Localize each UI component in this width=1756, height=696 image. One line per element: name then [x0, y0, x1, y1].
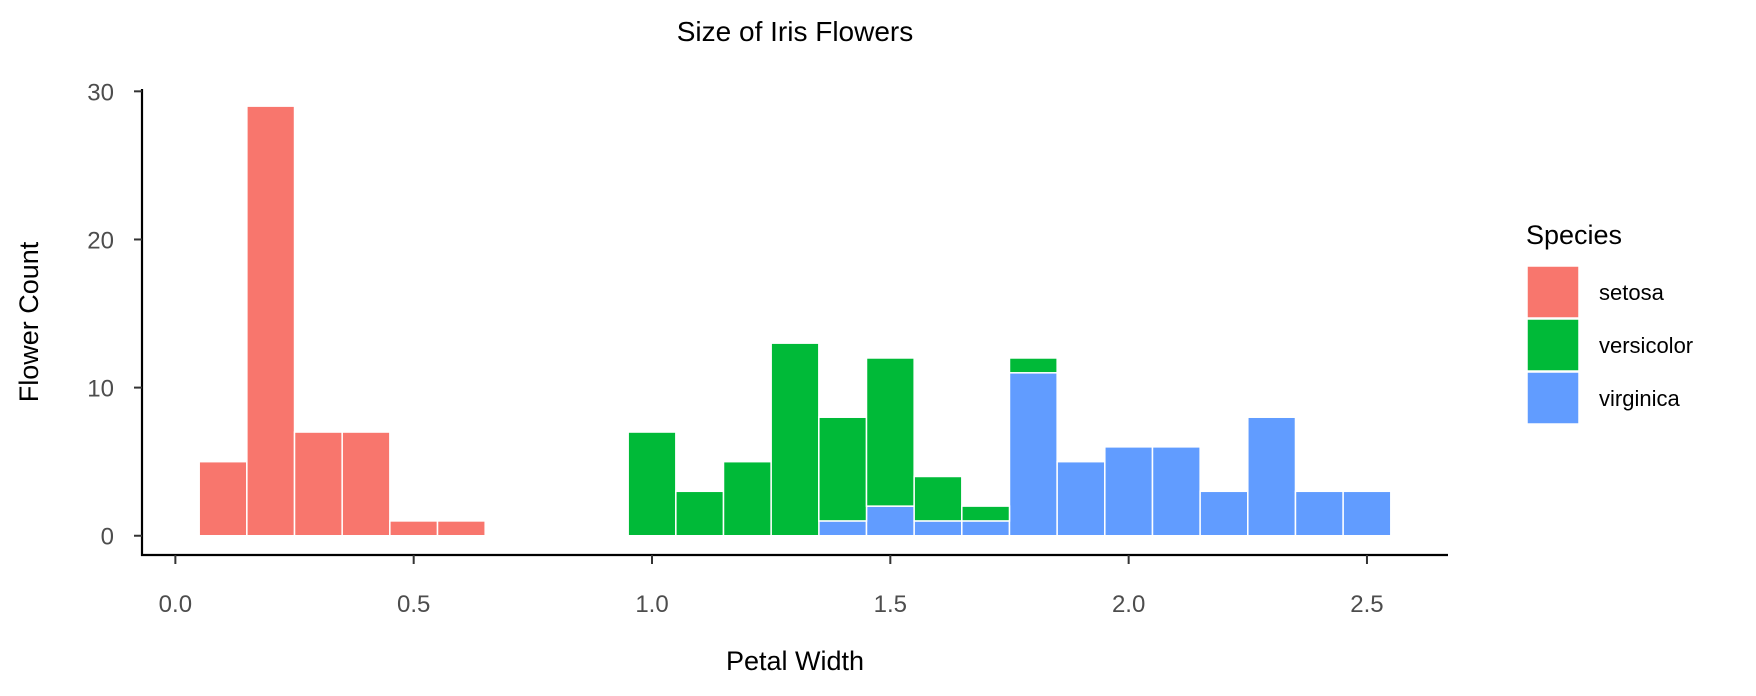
bar-versicolor-1.80 — [1008, 357, 1058, 374]
bar-setosa-0.40 — [341, 431, 391, 537]
bar-virginica-2.30 — [1247, 416, 1297, 537]
x-tick-label: 0.5 — [397, 591, 430, 618]
bar-versicolor-1.70 — [961, 505, 1011, 522]
legend-label-versicolor: versicolor — [1599, 333, 1693, 358]
bar-virginica-2.10 — [1151, 446, 1201, 537]
legend-title: Species — [1526, 220, 1622, 250]
bar-virginica-2.50 — [1342, 490, 1392, 537]
bar-virginica-1.40 — [818, 520, 868, 537]
legend-swatch-versicolor — [1526, 318, 1580, 372]
legend-label-virginica: virginica — [1599, 386, 1680, 411]
bar-setosa-0.20 — [246, 105, 296, 537]
y-tick-label: 10 — [87, 376, 114, 403]
bar-virginica-1.90 — [1056, 460, 1106, 537]
bar-versicolor-1.20 — [722, 460, 772, 537]
bar-virginica-1.70 — [961, 520, 1011, 537]
bar-setosa-0.50 — [389, 520, 439, 537]
bar-virginica-1.80 — [1008, 372, 1058, 537]
legend-swatch-setosa — [1526, 265, 1580, 319]
x-tick-label: 2.0 — [1112, 591, 1145, 618]
bar-virginica-2.40 — [1294, 490, 1344, 537]
bar-versicolor-1.50 — [865, 357, 915, 507]
y-axis-title: Flower Count — [14, 241, 44, 402]
x-tick-label: 1.5 — [874, 591, 907, 618]
bar-versicolor-1.00 — [627, 431, 677, 537]
legend-swatch-virginica — [1526, 371, 1580, 425]
chart-title: Size of Iris Flowers — [677, 16, 914, 47]
bar-virginica-2.20 — [1199, 490, 1249, 537]
y-tick-label: 0 — [101, 524, 114, 551]
bar-versicolor-1.60 — [913, 475, 963, 522]
x-tick-label: 0.0 — [159, 591, 192, 618]
bar-virginica-2.00 — [1104, 446, 1154, 537]
bar-versicolor-1.30 — [770, 342, 820, 537]
bar-versicolor-1.10 — [675, 490, 725, 537]
bar-setosa-0.10 — [198, 460, 248, 537]
legend: Species setosa versicolor virginica — [1526, 220, 1693, 425]
x-axis-title: Petal Width — [726, 646, 864, 676]
y-tick-label: 20 — [87, 227, 114, 254]
y-axis-ticks: 0 10 20 30 — [87, 79, 142, 551]
bars-layer — [198, 105, 1392, 537]
bar-versicolor-1.40 — [818, 416, 868, 522]
y-tick-label: 30 — [87, 79, 114, 106]
x-axis-ticks: 0.0 0.5 1.0 1.5 2.0 2.5 — [159, 555, 1384, 618]
legend-label-setosa: setosa — [1599, 280, 1665, 305]
x-tick-label: 2.5 — [1350, 591, 1383, 618]
x-tick-label: 1.0 — [635, 591, 668, 618]
bar-setosa-0.30 — [293, 431, 343, 537]
legend-items: setosa versicolor virginica — [1526, 265, 1693, 425]
bar-setosa-0.60 — [436, 520, 486, 537]
bar-virginica-1.60 — [913, 520, 963, 537]
bar-virginica-1.50 — [865, 505, 915, 537]
